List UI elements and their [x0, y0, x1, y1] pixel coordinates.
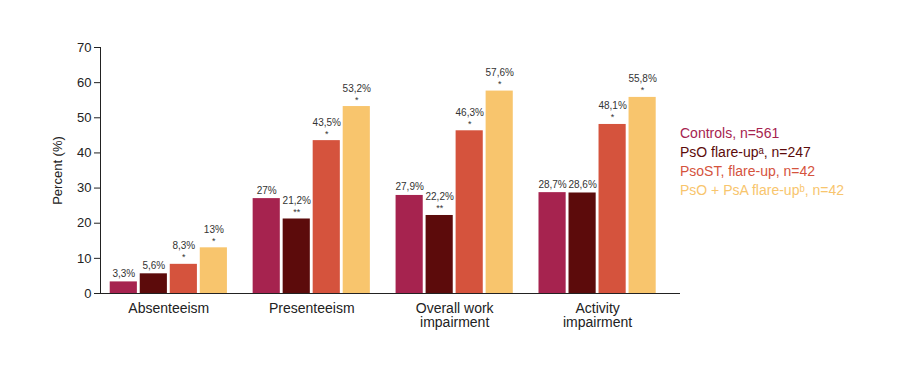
svg-text:Absenteeism: Absenteeism: [128, 300, 209, 316]
svg-text:Overall workimpairment: Overall workimpairment: [416, 300, 495, 330]
svg-text:22,2%: 22,2%: [425, 191, 453, 202]
svg-text:Presenteeism: Presenteeism: [269, 300, 355, 316]
svg-text:8,3%: 8,3%: [172, 240, 195, 251]
svg-text:10: 10: [77, 251, 91, 266]
svg-text:*: *: [641, 85, 645, 95]
svg-text:28,6%: 28,6%: [568, 179, 596, 190]
svg-text:27%: 27%: [257, 185, 277, 196]
svg-text:*: *: [325, 129, 329, 139]
svg-text:21,2%: 21,2%: [283, 195, 311, 206]
html-text:Controls, n=561: Controls, n=561: [680, 125, 780, 141]
svg-text:*: *: [611, 112, 615, 122]
svg-text:**: **: [293, 207, 301, 217]
svg-text:46,3%: 46,3%: [456, 107, 484, 118]
svg-text:20: 20: [77, 215, 91, 230]
svg-text:27,9%: 27,9%: [395, 181, 423, 192]
svg-text:*: *: [498, 79, 502, 89]
svg-text:43,5%: 43,5%: [313, 117, 341, 128]
svg-text:48,1%: 48,1%: [598, 100, 626, 111]
svg-text:**: **: [436, 203, 444, 213]
svg-text:55,8%: 55,8%: [628, 73, 656, 84]
html-text:PsO flare-upᵃ, n=247: PsO flare-upᵃ, n=247: [680, 144, 811, 160]
svg-text:0: 0: [84, 286, 91, 301]
svg-text:57,6%: 57,6%: [486, 67, 514, 78]
svg-text:53,2%: 53,2%: [343, 83, 371, 94]
svg-text:*: *: [468, 119, 472, 129]
svg-text:50: 50: [77, 110, 91, 125]
svg-text:5,6%: 5,6%: [142, 260, 165, 271]
svg-text:*: *: [182, 252, 186, 262]
svg-text:*: *: [212, 236, 216, 246]
svg-text:70: 70: [77, 40, 91, 55]
html-text:PsoST, flare-up, n=42: PsoST, flare-up, n=42: [680, 163, 815, 179]
svg-text:Percent (%): Percent (%): [50, 136, 65, 205]
svg-text:60: 60: [77, 75, 91, 90]
svg-text:13%: 13%: [204, 224, 224, 235]
html-text:PsO + PsA flare-upᵇ, n=42: PsO + PsA flare-upᵇ, n=42: [680, 182, 844, 198]
svg-text:30: 30: [77, 180, 91, 195]
svg-text:40: 40: [77, 145, 91, 160]
svg-text:Activityimpairment: Activityimpairment: [563, 300, 632, 330]
svg-text:3,3%: 3,3%: [112, 268, 135, 279]
svg-text:*: *: [355, 95, 359, 105]
svg-text:28,7%: 28,7%: [538, 179, 566, 190]
